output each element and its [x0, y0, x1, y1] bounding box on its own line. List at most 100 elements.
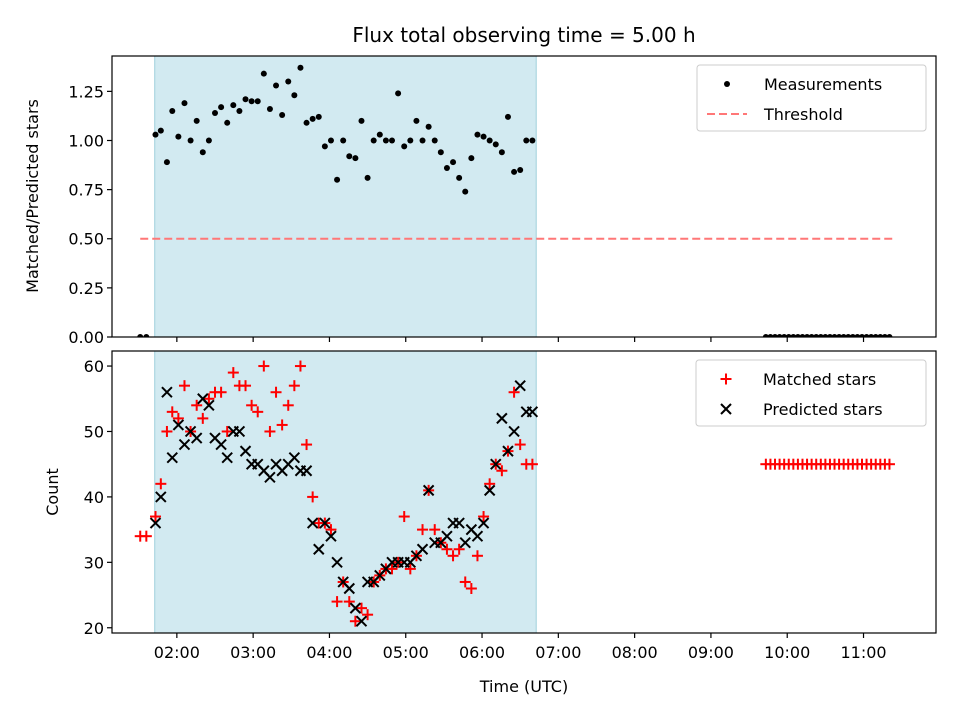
matched-star-point — [453, 543, 465, 555]
measurement-point — [529, 137, 536, 144]
measurement-point — [498, 149, 505, 156]
matched-star-point — [264, 425, 276, 437]
top-frame — [111, 55, 937, 338]
measurement-point — [266, 106, 273, 113]
measurement-point — [285, 78, 292, 85]
measurement-point — [474, 131, 481, 138]
measurement-point — [340, 137, 347, 144]
predicted-star-point — [313, 543, 325, 555]
legend-label: Measurements — [764, 75, 882, 94]
measurement-point — [813, 334, 820, 337]
predicted-star-point — [178, 438, 191, 451]
measurement-point — [364, 174, 371, 181]
measurement-point — [781, 334, 788, 337]
predicted-star-b — [258, 465, 270, 477]
matched-star-point — [246, 399, 258, 411]
predicted-star-point — [172, 419, 185, 431]
matched-star-point — [355, 602, 367, 614]
matched-star-point — [459, 576, 471, 588]
matched-star-point — [282, 399, 294, 411]
measurement-point — [517, 166, 524, 173]
bottom-plot-area — [134, 360, 895, 627]
matched-star-point — [203, 393, 215, 405]
matched-star-point — [478, 511, 490, 523]
predicted-star-b — [496, 412, 508, 425]
measurement-point — [309, 115, 316, 122]
matched-star-point — [471, 550, 483, 562]
legend-label: Threshold — [763, 105, 843, 124]
measurement-point — [858, 334, 865, 337]
predicted-star-point — [471, 530, 484, 542]
matched-star-point — [191, 399, 203, 411]
measurement-point — [767, 334, 774, 337]
matched-star-point — [331, 596, 343, 608]
matched-star-point — [240, 380, 252, 392]
measurement-point — [407, 137, 414, 144]
predicted-star-point — [149, 517, 162, 529]
top-plot-area — [137, 64, 895, 337]
predicted-star-point — [325, 530, 337, 542]
predicted-star-b — [264, 471, 276, 483]
measurement-point — [840, 334, 847, 337]
bottom-x-tick-label: 10:00 — [764, 643, 810, 662]
predicted-star-b — [349, 602, 362, 614]
predicted-star-b — [526, 406, 539, 418]
predicted-star-point — [355, 615, 368, 627]
legend-measurement-marker — [724, 81, 730, 87]
measurement-point — [248, 98, 255, 105]
predicted-star-point — [490, 458, 502, 470]
bottom-panel: 20 30 40 50 60 02:00 03:00 04:00 05:00 06:00 07:00… — [84, 350, 937, 662]
measurement-point — [205, 137, 212, 144]
predicted-star-b — [166, 451, 178, 464]
predicted-star-b — [190, 432, 203, 444]
top-y-tick-label: 0.75 — [68, 181, 104, 200]
matched-star-point — [197, 412, 209, 424]
measurement-point — [230, 102, 237, 109]
measurement-point — [218, 104, 225, 111]
measurement-point — [291, 92, 298, 99]
matched-star-point — [301, 439, 313, 451]
bottom-y-tick-label: 40 — [84, 488, 104, 507]
measurement-point — [169, 108, 176, 115]
predicted-star-point — [215, 438, 227, 451]
predicted-star-point — [483, 484, 496, 497]
top-y-tick-label: 0.25 — [68, 279, 104, 298]
bottom-x-tick-label: 03:00 — [230, 643, 276, 662]
measurement-point — [395, 90, 402, 97]
predicted-star-point — [161, 386, 173, 398]
predicted-star-b — [331, 556, 343, 569]
measurement-point — [419, 137, 426, 144]
predicted-star-b — [178, 438, 191, 451]
matched-star-point — [178, 380, 190, 392]
predicted-star-b — [313, 543, 325, 555]
matched-star-point — [447, 550, 459, 562]
bottom-x-tick-label: 07:00 — [535, 643, 581, 662]
measurement-point — [881, 334, 888, 337]
predicted-star-b — [416, 543, 429, 555]
measurement-point — [480, 133, 487, 140]
measurement-point — [486, 137, 493, 144]
top-y-tick-label: 0.50 — [68, 230, 104, 249]
top-y-axis-label: Matched/Predicted stars — [23, 99, 42, 293]
measurement-point — [163, 159, 170, 166]
matched-star-point — [441, 543, 453, 555]
predicted-star-point — [239, 445, 252, 457]
legend-label: Predicted stars — [763, 400, 883, 419]
measurement-point — [799, 334, 806, 337]
predicted-star-point — [300, 465, 313, 477]
bottom-x-tick-label: 11:00 — [840, 643, 886, 662]
predicted-star-b — [465, 523, 478, 536]
measurement-point — [456, 174, 463, 181]
measurement-point — [425, 123, 432, 130]
measurement-point — [358, 117, 365, 124]
bottom-y-tick-label: 50 — [84, 422, 104, 441]
predicted-star-point — [441, 530, 453, 542]
predicted-star-point — [221, 451, 233, 464]
predicted-star-point — [349, 602, 362, 614]
measurement-point — [504, 113, 511, 120]
predicted-star-point — [502, 445, 514, 457]
predicted-star-point — [190, 432, 203, 444]
matched-star-point — [161, 425, 173, 437]
predicted-star-point — [508, 425, 520, 438]
matched-star-point — [227, 367, 239, 379]
